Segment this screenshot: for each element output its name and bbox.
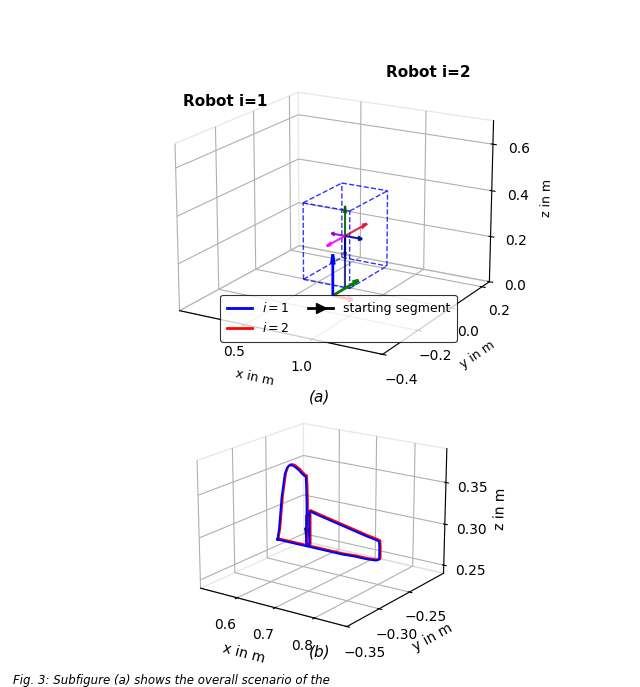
Text: (a): (a) [309, 390, 331, 405]
Text: Fig. 3: Subfigure (a) shows the overall scenario of the: Fig. 3: Subfigure (a) shows the overall … [13, 673, 330, 686]
X-axis label: x in m: x in m [221, 642, 266, 666]
X-axis label: x in m: x in m [234, 368, 275, 388]
Text: Robot i=1: Robot i=1 [183, 93, 267, 109]
Y-axis label: y in m: y in m [411, 620, 455, 653]
Y-axis label: y in m: y in m [458, 339, 497, 371]
Legend: $i = 1$, $i = 2$, starting segment: $i = 1$, $i = 2$, starting segment [220, 295, 457, 341]
Text: Robot i=2: Robot i=2 [387, 65, 471, 80]
Text: (b): (b) [309, 644, 331, 659]
